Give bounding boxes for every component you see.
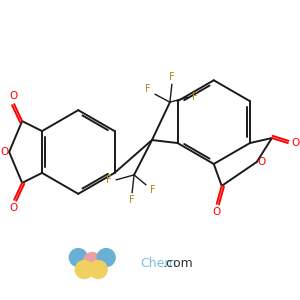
Text: O: O xyxy=(292,138,300,148)
Circle shape xyxy=(69,249,87,266)
Text: F: F xyxy=(106,175,112,185)
Text: O: O xyxy=(9,203,17,213)
Text: F: F xyxy=(192,92,198,102)
Text: O: O xyxy=(9,91,17,101)
Text: F: F xyxy=(145,84,151,94)
Text: F: F xyxy=(169,72,175,82)
Text: O: O xyxy=(0,147,8,157)
Text: F: F xyxy=(150,185,156,195)
Text: Chem: Chem xyxy=(140,257,176,270)
Text: O: O xyxy=(258,157,266,167)
Circle shape xyxy=(89,261,107,278)
Text: F: F xyxy=(129,195,135,205)
Circle shape xyxy=(97,249,115,266)
Text: O: O xyxy=(213,207,221,217)
Text: .com: .com xyxy=(163,257,194,270)
Circle shape xyxy=(83,253,101,271)
Circle shape xyxy=(75,261,93,278)
